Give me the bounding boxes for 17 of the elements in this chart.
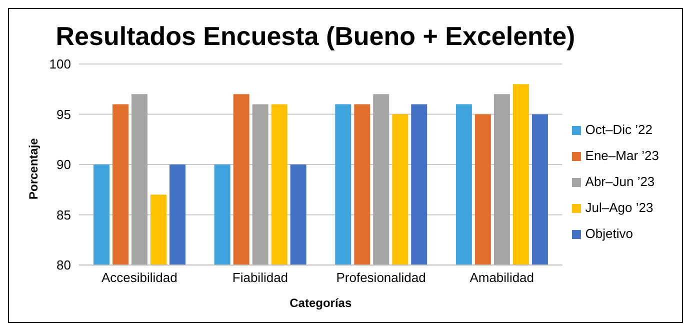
legend-label: Jul–Ago ’23 xyxy=(585,200,654,215)
y-tick-label: 85 xyxy=(56,207,71,222)
x-tick-label: Amabilidad xyxy=(470,270,534,286)
y-tick-label: 95 xyxy=(56,106,71,122)
x-tick-label: Accesibilidad xyxy=(101,270,178,286)
y-axis-title: Porcentaje xyxy=(26,138,40,200)
chart-title: Resultados Encuesta (Bueno + Excelente) xyxy=(54,21,576,52)
x-axis-title: Categorías xyxy=(290,296,352,310)
legend-label: Oct–Dic ’22 xyxy=(585,122,652,137)
y-tick-label: 90 xyxy=(56,157,71,172)
legend-label: Objetivo xyxy=(585,226,633,241)
y-tick-label: 80 xyxy=(56,258,71,273)
legend-label: Ene–Mar ’23 xyxy=(585,148,659,163)
x-tick-label: Profesionalidad xyxy=(336,270,426,286)
y-tick-label: 100 xyxy=(49,56,71,72)
x-tick-label: Fiabilidad xyxy=(232,270,288,286)
legend-label: Abr–Jun ’23 xyxy=(585,174,655,189)
